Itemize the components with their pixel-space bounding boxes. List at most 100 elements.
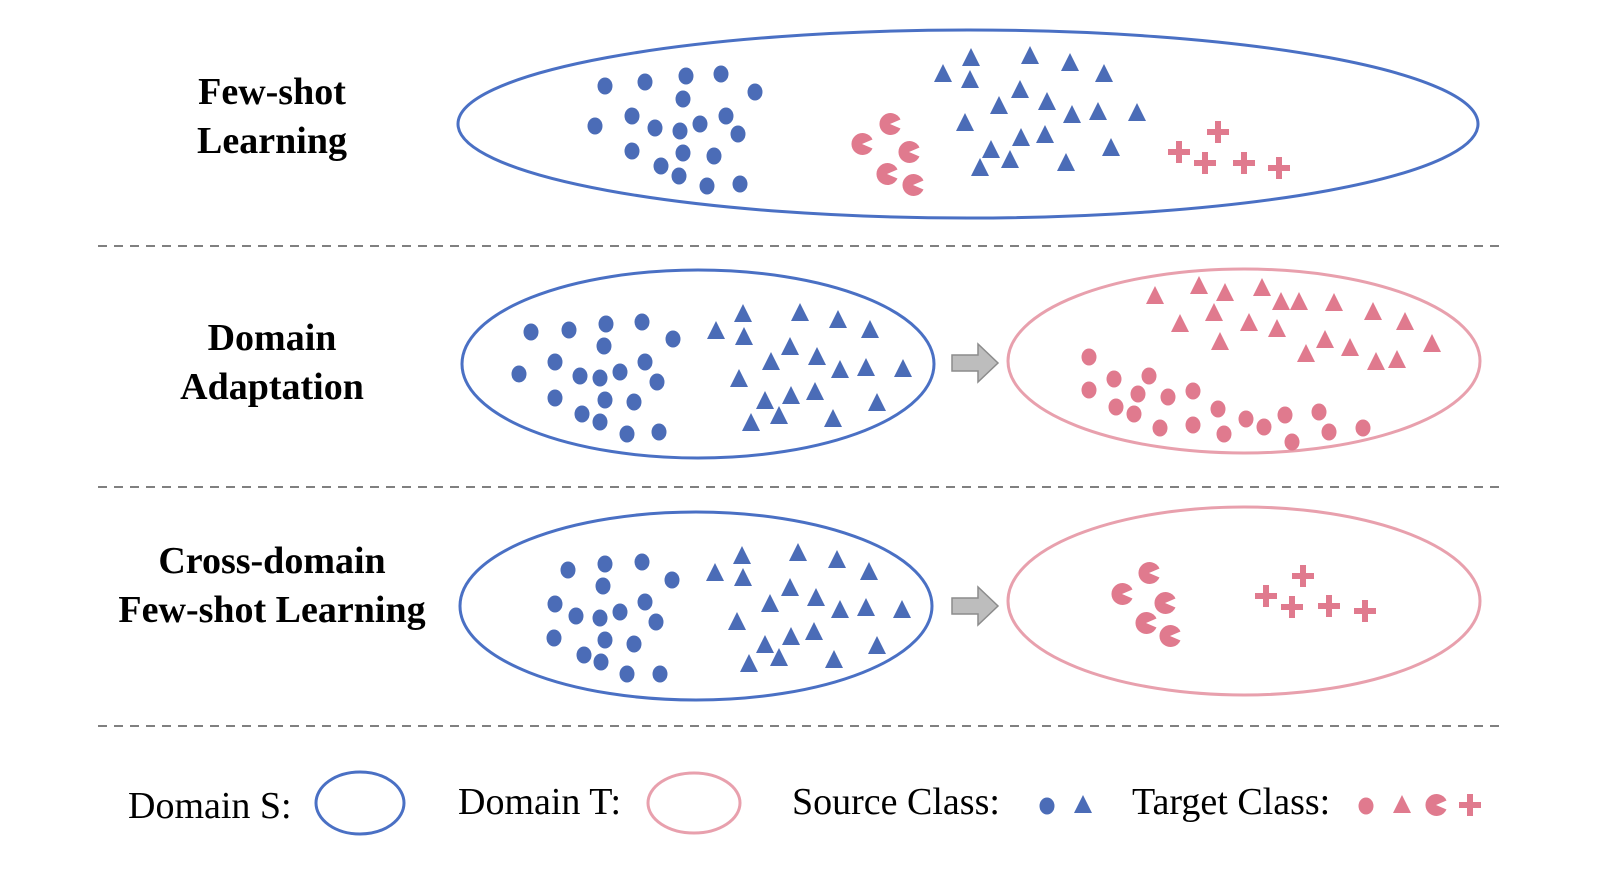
source-triangle-icon xyxy=(761,594,779,612)
source-circle-icon xyxy=(634,313,650,331)
fsl-domain-ellipse xyxy=(456,28,1480,220)
target-triangle-icon xyxy=(1341,338,1359,356)
source-circle-icon xyxy=(671,167,687,185)
legend-target-pacman-icon xyxy=(1425,794,1447,816)
target-circle-icon xyxy=(1081,348,1097,366)
target-triangle-icon xyxy=(1396,312,1414,330)
source-triangle-icon xyxy=(807,588,825,606)
source-triangle-icon xyxy=(740,654,758,672)
row2-label-line1: Domain xyxy=(208,317,337,359)
target-triangle-icon xyxy=(1205,303,1223,321)
source-circle-icon xyxy=(624,107,640,125)
source-circle-icon xyxy=(597,391,613,409)
source-triangle-icon xyxy=(829,310,847,328)
source-circle-icon xyxy=(547,353,563,371)
source-circle-icon xyxy=(624,142,640,160)
source-circle-icon xyxy=(706,147,722,165)
target-triangle-icon xyxy=(1171,314,1189,332)
source-triangle-icon xyxy=(990,96,1008,114)
target-pacman-icon xyxy=(876,163,898,185)
legend-domain-t-label: Domain T: xyxy=(458,781,621,823)
row1-label-line2: Learning xyxy=(197,120,347,162)
source-circle-icon xyxy=(511,365,527,383)
source-circle-icon xyxy=(634,553,650,571)
target-triangle-icon xyxy=(1423,334,1441,352)
source-circle-icon xyxy=(718,107,734,125)
target-plus-icon xyxy=(1318,595,1340,617)
source-triangle-icon xyxy=(762,352,780,370)
source-circle-icon xyxy=(713,65,729,83)
target-pacman-icon xyxy=(1138,562,1160,584)
target-circle-icon xyxy=(1238,410,1254,428)
source-circle-icon xyxy=(665,330,681,348)
target-circle-icon xyxy=(1126,405,1142,423)
source-triangle-icon xyxy=(857,598,875,616)
source-circle-icon xyxy=(648,613,664,631)
source-triangle-icon xyxy=(789,543,807,561)
row2-label-line2: Adaptation xyxy=(180,366,364,408)
source-triangle-icon xyxy=(1089,102,1107,120)
legend-domain-s-ellipse xyxy=(314,770,406,836)
target-circle-icon xyxy=(1355,419,1371,437)
source-circle-icon xyxy=(672,122,688,140)
source-triangle-icon xyxy=(961,70,979,88)
source-triangle-icon xyxy=(1061,53,1079,71)
target-triangle-icon xyxy=(1211,332,1229,350)
da-source-domain-ellipse xyxy=(460,268,936,460)
arrow-right-icon xyxy=(951,585,1000,627)
source-circle-icon xyxy=(595,577,611,595)
target-pacman-icon xyxy=(851,133,873,155)
target-circle-icon xyxy=(1185,416,1201,434)
target-triangle-icon xyxy=(1190,276,1208,294)
source-triangle-icon xyxy=(728,612,746,630)
target-circle-icon xyxy=(1106,370,1122,388)
legend-source-class-label: Source Class: xyxy=(792,781,1000,823)
source-triangle-icon xyxy=(1095,64,1113,82)
target-triangle-icon xyxy=(1268,319,1286,337)
target-plus-icon xyxy=(1233,152,1255,174)
source-triangle-icon xyxy=(781,337,799,355)
target-circle-icon xyxy=(1321,423,1337,441)
source-circle-icon xyxy=(597,555,613,573)
cdfsl-source-domain-ellipse xyxy=(458,510,934,702)
source-triangle-icon xyxy=(971,158,989,176)
source-circle-icon xyxy=(732,175,748,193)
source-circle-icon xyxy=(626,393,642,411)
target-triangle-icon xyxy=(1316,330,1334,348)
target-circle-icon xyxy=(1185,382,1201,400)
target-circle-icon xyxy=(1277,406,1293,424)
source-circle-icon xyxy=(561,321,577,339)
target-circle-icon xyxy=(1152,419,1168,437)
target-triangle-icon xyxy=(1240,313,1258,331)
source-circle-icon xyxy=(619,665,635,683)
target-triangle-icon xyxy=(1272,292,1290,310)
arrow-right-icon xyxy=(951,342,1000,384)
source-circle-icon xyxy=(547,389,563,407)
source-triangle-icon xyxy=(756,391,774,409)
target-pacman-icon xyxy=(898,141,920,163)
legend-source-triangle-icon xyxy=(1074,795,1092,813)
target-triangle-icon xyxy=(1146,286,1164,304)
target-circle-icon xyxy=(1256,418,1272,436)
source-triangle-icon xyxy=(791,303,809,321)
source-circle-icon xyxy=(619,425,635,443)
source-triangle-icon xyxy=(806,382,824,400)
source-circle-icon xyxy=(637,73,653,91)
source-circle-icon xyxy=(699,177,715,195)
source-circle-icon xyxy=(546,629,562,647)
source-circle-icon xyxy=(647,119,663,137)
source-triangle-icon xyxy=(733,546,751,564)
legend-source-circle-icon xyxy=(1039,797,1055,815)
source-circle-icon xyxy=(637,593,653,611)
source-triangle-icon xyxy=(868,636,886,654)
source-circle-icon xyxy=(651,423,667,441)
source-triangle-icon xyxy=(782,386,800,404)
source-circle-icon xyxy=(596,337,612,355)
source-circle-icon xyxy=(678,67,694,85)
target-plus-icon xyxy=(1255,585,1277,607)
target-pacman-icon xyxy=(1154,592,1176,614)
source-triangle-icon xyxy=(824,409,842,427)
source-triangle-icon xyxy=(962,48,980,66)
source-triangle-icon xyxy=(1102,138,1120,156)
